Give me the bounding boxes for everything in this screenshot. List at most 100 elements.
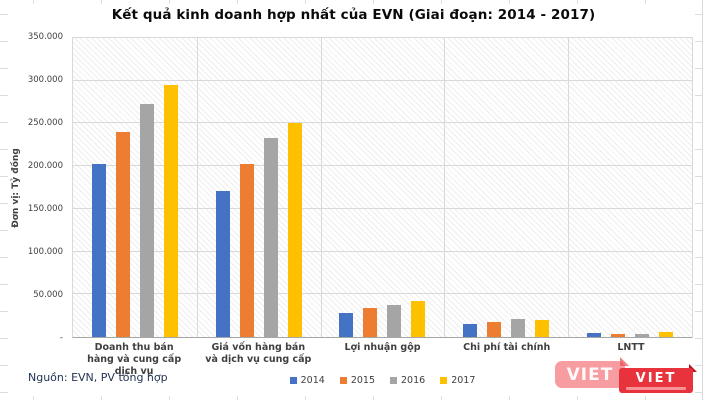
legend-item-2014: 2014 (289, 375, 325, 386)
spreadsheet-gridline-tick (33, 0, 34, 4)
watermark-large-text: VIET (566, 364, 614, 385)
spreadsheet-gridline-tick (305, 0, 306, 4)
y-tick-label: 300.000 (27, 75, 63, 85)
y-tick-label: - (59, 333, 63, 343)
watermark-small-text: VIET (635, 370, 677, 386)
spreadsheet-gridline-tick (577, 0, 578, 4)
spreadsheet-gridline-tick (695, 284, 703, 285)
spreadsheet-gridline-tick (695, 176, 703, 177)
spreadsheet-gridline-tick (169, 0, 170, 4)
bar-2014 (587, 332, 602, 337)
watermark-small-fold (689, 364, 697, 372)
y-tick-label: 250.000 (27, 118, 63, 128)
legend-label: 2016 (401, 375, 426, 386)
spreadsheet-gridline-tick (695, 41, 703, 42)
bar-group-1 (73, 38, 197, 337)
spreadsheet-gridline-tick (305, 396, 306, 400)
category-label-3: Lợi nhuận gộp (344, 342, 421, 353)
spreadsheet-gridline-tick (695, 95, 703, 96)
bar-2017 (411, 301, 426, 337)
spreadsheet-gridline-tick (0, 392, 8, 393)
legend-item-2016: 2016 (390, 375, 425, 386)
spreadsheet-gridline-tick (577, 396, 578, 400)
spreadsheet-gridline-tick (695, 392, 703, 393)
spreadsheet-gridline-tick (237, 0, 238, 4)
watermark-small-badge: VIET (619, 368, 693, 393)
gridline-horizontal (73, 122, 692, 124)
spreadsheet-gridline-tick (695, 230, 703, 231)
spreadsheet-gridline-tick (0, 365, 8, 366)
spreadsheet-gridline-tick (0, 176, 8, 177)
category-label-2: Giá vốn hàng bán và dịch vụ cung cấp (205, 342, 312, 365)
spreadsheet-gridline-tick (645, 0, 646, 4)
bar-2017 (659, 331, 674, 337)
bar-2016 (139, 103, 154, 337)
bar-2017 (535, 319, 550, 337)
gridline-horizontal (73, 293, 692, 295)
x-axis-category-labels: Doanh thu bán hàng và cung cấp dịch vụ Gi… (72, 342, 693, 378)
spreadsheet-gridline-tick (169, 396, 170, 400)
legend-item-2015: 2015 (339, 375, 375, 386)
spreadsheet-gridline-tick (0, 68, 8, 69)
legend-label: 2017 (451, 375, 476, 386)
spreadsheet-gridline-tick (0, 257, 8, 258)
bar-group-3 (321, 38, 445, 337)
gridline-horizontal (73, 79, 692, 81)
bar-2016 (387, 305, 402, 337)
bar-2017 (287, 122, 302, 337)
category-label-4: Chi phí tài chính (463, 342, 551, 353)
spreadsheet-gridline-tick (373, 0, 374, 4)
spreadsheet-gridline-tick (0, 149, 8, 150)
watermark-small-tagline (626, 386, 686, 390)
spreadsheet-gridline-tick (0, 284, 8, 285)
bar-2014 (215, 190, 230, 337)
spreadsheet-gridline-tick (695, 14, 703, 15)
spreadsheet-gridline-tick (695, 203, 703, 204)
bar-2015 (363, 307, 378, 337)
watermark-large-fold (620, 357, 629, 366)
bar-2014 (339, 313, 354, 337)
category-label-5: LNTT (617, 342, 645, 353)
chart-legend: 2014 2015 2016 2017 (72, 375, 693, 386)
bar-2016 (635, 333, 650, 337)
spreadsheet-gridline-tick (101, 0, 102, 4)
spreadsheet-gridline-tick (0, 311, 8, 312)
category-label-1: Doanh thu bán hàng và cung cấp dịch vụ (87, 342, 182, 377)
legend-label: 2014 (300, 375, 325, 386)
spreadsheet-gridline-tick (645, 396, 646, 400)
y-tick-label: 50.000 (33, 290, 63, 300)
spreadsheet-gridline-tick (237, 396, 238, 400)
gridline-vertical (196, 38, 198, 337)
bar-2015 (487, 322, 502, 337)
spreadsheet-gridline-tick (373, 396, 374, 400)
y-tick-label: 100.000 (27, 247, 63, 257)
legend-swatch-icon (440, 377, 448, 384)
bar-group-4 (444, 38, 568, 337)
spreadsheet-gridline-tick (0, 338, 8, 339)
bar-groups (73, 38, 692, 337)
spreadsheet-gridline-tick (0, 41, 8, 42)
bar-2014 (91, 164, 106, 337)
spreadsheet-gridline-tick (441, 0, 442, 4)
chart-title: Kết quả kinh doanh hợp nhất của EVN (Gia… (111, 7, 596, 23)
watermark-large-badge: VIET (555, 361, 625, 388)
bar-2015 (239, 163, 254, 337)
bar-2014 (463, 324, 478, 337)
bar-group-2 (197, 38, 321, 337)
y-tick-label: 200.000 (27, 161, 63, 171)
spreadsheet-gridline-tick (695, 122, 703, 123)
gridline-horizontal (73, 207, 692, 209)
legend-item-2017: 2017 (440, 375, 475, 386)
spreadsheet-gridline-tick (441, 396, 442, 400)
legend-swatch-icon (390, 377, 397, 384)
bar-2017 (163, 85, 178, 337)
gridline-horizontal (73, 250, 692, 252)
spreadsheet-gridline-tick (0, 95, 8, 96)
gridline-vertical (444, 38, 446, 337)
spreadsheet-gridline-tick (33, 396, 34, 400)
gridline-horizontal (73, 165, 692, 167)
bar-2016 (511, 319, 526, 337)
y-tick-label: 350.000 (27, 32, 63, 42)
bar-2015 (115, 131, 130, 337)
spreadsheet-gridline-tick (695, 68, 703, 69)
